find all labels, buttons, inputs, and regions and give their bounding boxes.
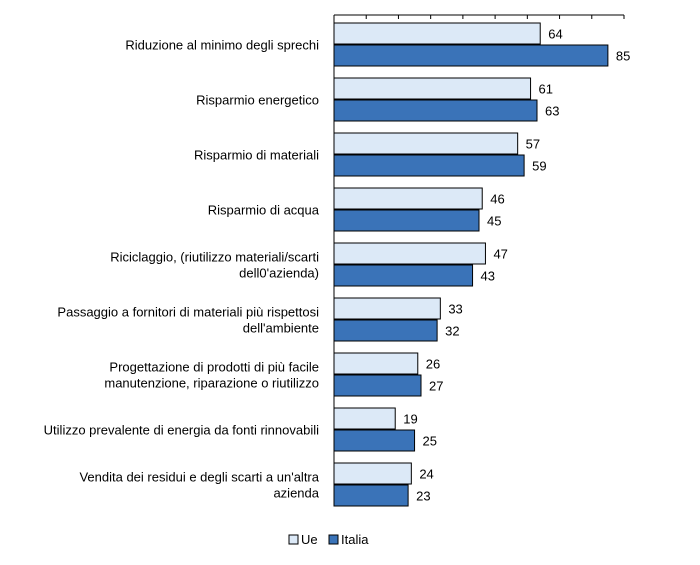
legend: Ue Italia xyxy=(288,532,369,547)
data-label-italia-1: 85 xyxy=(616,49,630,64)
data-label-ue-1: 64 xyxy=(548,27,562,42)
legend-label-ue: Ue xyxy=(301,532,318,547)
bar-italia-6 xyxy=(333,319,438,342)
category-label-1: Riduzione al minimo degli sprechi xyxy=(125,38,319,53)
data-label-italia-4: 45 xyxy=(487,214,501,229)
bar-ue-5 xyxy=(333,242,486,265)
bar-italia-2 xyxy=(333,99,538,122)
bar-italia-5 xyxy=(333,264,474,287)
category-label-2: Risparmio energetico xyxy=(196,93,319,108)
bar-italia-3 xyxy=(333,154,525,177)
legend-swatch-ue xyxy=(288,534,299,545)
data-label-italia-3: 59 xyxy=(532,159,546,174)
data-label-italia-9: 23 xyxy=(416,489,430,504)
bar-italia-1 xyxy=(333,44,609,67)
legend-label-italia: Italia xyxy=(341,532,369,547)
data-label-italia-6: 32 xyxy=(445,324,459,339)
data-label-ue-5: 47 xyxy=(493,247,507,262)
category-label-9: Vendita dei residui e degli scarti a un'… xyxy=(79,470,319,501)
data-label-ue-7: 26 xyxy=(426,357,440,372)
bar-ue-2 xyxy=(333,77,532,100)
bar-ue-1 xyxy=(333,22,541,45)
data-label-ue-4: 46 xyxy=(490,192,504,207)
data-label-ue-9: 24 xyxy=(419,467,433,482)
bar-ue-6 xyxy=(333,297,441,320)
bar-italia-4 xyxy=(333,209,480,232)
bar-italia-9 xyxy=(333,484,409,507)
data-label-ue-8: 19 xyxy=(403,412,417,427)
bar-italia-7 xyxy=(333,374,422,397)
data-label-italia-7: 27 xyxy=(429,379,443,394)
category-label-7: Progettazione di prodotti di più facile m… xyxy=(104,360,319,391)
category-label-5: Riciclaggio, (riutilizzo materiali/scart… xyxy=(110,250,319,281)
labels-layer: 64 85 Riduzione al minimo degli sprechi 61 6… xyxy=(44,27,631,504)
bar-italia-8 xyxy=(333,429,416,452)
legend-swatch-italia xyxy=(328,534,339,545)
category-label-6: Passaggio a fornitori di materiali più r… xyxy=(57,305,319,336)
data-label-ue-2: 61 xyxy=(539,82,553,97)
category-label-3: Risparmio di materiali xyxy=(194,148,319,163)
data-label-italia-2: 63 xyxy=(545,104,559,119)
data-label-ue-3: 57 xyxy=(526,137,540,152)
data-label-ue-6: 33 xyxy=(448,302,462,317)
bar-ue-7 xyxy=(333,352,419,375)
bars-layer xyxy=(333,22,609,507)
data-label-italia-8: 25 xyxy=(423,434,437,449)
bar-ue-9 xyxy=(333,462,412,485)
data-label-italia-5: 43 xyxy=(481,269,495,284)
bar-ue-3 xyxy=(333,132,519,155)
bar-ue-8 xyxy=(333,407,396,430)
category-label-4: Risparmio di acqua xyxy=(208,203,320,218)
category-label-8: Utilizzo prevalente di energia da fonti … xyxy=(44,423,319,438)
bar-ue-4 xyxy=(333,187,483,210)
